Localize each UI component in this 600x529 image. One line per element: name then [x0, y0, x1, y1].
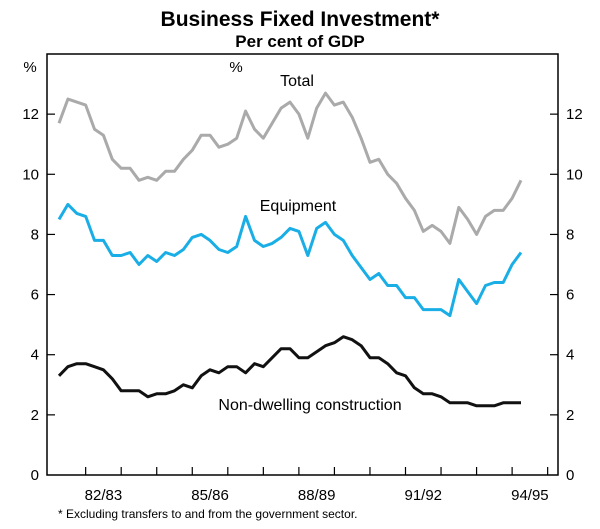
x-tick-label: 85/86	[191, 487, 229, 504]
y-tick-label-right: 4	[566, 347, 574, 364]
y-tick-label-right: 6	[566, 287, 574, 304]
x-tick-label: 94/95	[511, 487, 549, 504]
y-tick-label-right: 10	[566, 166, 583, 183]
x-tick-label: 88/89	[298, 487, 336, 504]
series-line-non-dwelling-construction	[57, 335, 521, 408]
y-tick-label-right: 12	[566, 106, 583, 123]
series-label-non-dwelling: Non-dwelling construction	[218, 397, 401, 414]
x-tick-label: 91/92	[404, 487, 442, 504]
y-axis-left-unit: %	[23, 59, 36, 76]
y-tick-label-right: 0	[566, 467, 574, 484]
y-tick-label-right: 2	[566, 407, 574, 424]
series-line-equipment	[57, 202, 523, 318]
x-tick-label: 82/83	[85, 487, 123, 504]
y-axis-ticks: 0 0 2 2 4 4 6 6 8 8 10 10 12 12	[22, 106, 582, 484]
series-lines	[57, 91, 523, 408]
y-tick-label-left: 10	[22, 166, 39, 183]
series-line-total	[57, 91, 523, 245]
series-label-equipment: Equipment	[260, 198, 337, 215]
series-label-total: Total	[280, 73, 314, 90]
y-tick-label-left: 8	[31, 226, 39, 243]
y-tick-label-left: 6	[31, 287, 39, 304]
plot-frame	[46, 53, 559, 476]
chart-footnote: * Excluding transfers to and from the go…	[58, 507, 357, 521]
y-tick-label-left: 0	[31, 467, 39, 484]
y-tick-label-left: 12	[22, 106, 39, 123]
y-tick-label-right: 8	[566, 226, 574, 243]
y-tick-label-left: 2	[31, 407, 39, 424]
chart-subtitle: Per cent of GDP	[235, 32, 364, 51]
x-axis-ticks: 82/83 85/86 88/89 91/92 94/95	[85, 467, 549, 504]
y-axis-right-unit: %	[229, 59, 242, 76]
y-tick-label-left: 4	[31, 347, 39, 364]
chart-title: Business Fixed Investment*	[161, 8, 441, 31]
